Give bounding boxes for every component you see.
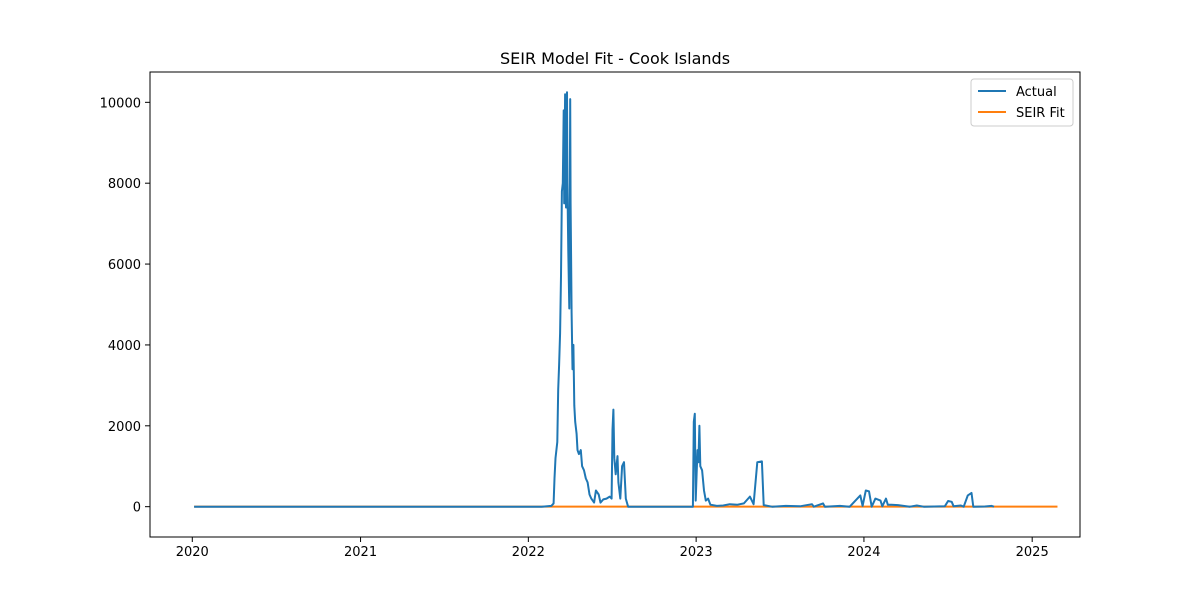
plot-area <box>194 91 1058 508</box>
x-tick-label-2020: 2020 <box>176 545 209 560</box>
y-tick-label-6000: 6000 <box>108 258 141 273</box>
chart-title: SEIR Model Fit - Cook Islands <box>500 49 730 68</box>
plot-frame <box>149 71 1081 538</box>
x-tick-label-2022: 2022 <box>512 545 545 560</box>
legend-seir-label: SEIR Fit <box>1016 106 1065 121</box>
y-tick-label-8000: 8000 <box>108 177 141 192</box>
y-tick-label-10000: 10000 <box>100 96 141 111</box>
x-tick-label-2021: 2021 <box>344 545 377 560</box>
y-tick-label-4000: 4000 <box>108 339 141 354</box>
x-tick-label-2023: 2023 <box>680 545 713 560</box>
series-actual-line <box>194 91 995 508</box>
legend-actual-label: Actual <box>1016 85 1057 100</box>
x-tick-label-2025: 2025 <box>1016 545 1049 560</box>
legend: Actual SEIR Fit <box>970 78 1074 127</box>
y-axis: 0 2000 4000 6000 8000 10000 <box>100 96 150 516</box>
x-axis: 2020 2021 2022 2023 2024 2025 <box>176 537 1049 560</box>
y-tick-label-2000: 2000 <box>108 420 141 435</box>
x-tick-label-2024: 2024 <box>847 545 880 560</box>
y-tick-label-0: 0 <box>133 501 141 516</box>
